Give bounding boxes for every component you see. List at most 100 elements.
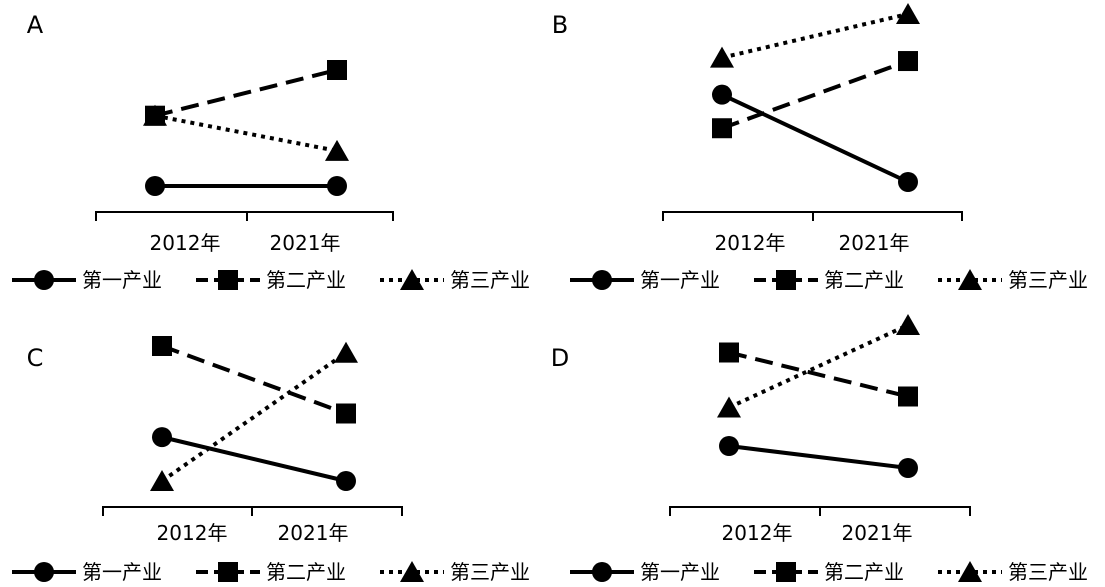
legend-item: 第一产业 bbox=[12, 268, 162, 292]
legend-item: 第三产业 bbox=[938, 268, 1088, 292]
x-tick-label: 2021年 bbox=[842, 521, 913, 545]
data-point-square bbox=[152, 336, 172, 356]
series-line bbox=[721, 92, 909, 184]
data-point-triangle bbox=[710, 46, 734, 68]
legend-label: 第三产业 bbox=[450, 268, 530, 292]
legend-label: 第一产业 bbox=[82, 268, 162, 292]
series-1 bbox=[145, 176, 347, 196]
legend-label: 第一产业 bbox=[82, 560, 162, 584]
legend-label: 第三产业 bbox=[1008, 268, 1088, 292]
series-line bbox=[721, 59, 909, 131]
data-point-square bbox=[898, 51, 918, 72]
series-1 bbox=[712, 84, 918, 192]
legend-marker-circle bbox=[34, 562, 54, 582]
data-point-square bbox=[712, 118, 732, 139]
data-point-circle bbox=[327, 176, 347, 196]
legend-item: 第三产业 bbox=[380, 268, 530, 292]
legend-item: 第二产业 bbox=[754, 268, 904, 292]
data-point-square bbox=[719, 342, 739, 363]
data-point-triangle bbox=[896, 314, 920, 335]
series-1 bbox=[719, 436, 918, 478]
data-point-square bbox=[327, 60, 347, 80]
x-tick-label: 2021年 bbox=[278, 521, 349, 545]
series-line bbox=[160, 351, 348, 483]
x-tick-label: 2021年 bbox=[839, 231, 910, 255]
data-point-circle bbox=[898, 172, 918, 192]
legend-label: 第三产业 bbox=[1008, 560, 1088, 584]
data-point-circle bbox=[145, 176, 165, 196]
series-line bbox=[154, 68, 338, 118]
x-tick-label: 2012年 bbox=[150, 231, 221, 255]
legend-marker-circle bbox=[34, 270, 54, 290]
series-line bbox=[728, 323, 909, 410]
legend-item: 第三产业 bbox=[938, 560, 1088, 584]
legend-marker-triangle bbox=[958, 561, 982, 582]
x-tick-label: 2012年 bbox=[715, 231, 786, 255]
legend-marker-circle bbox=[592, 562, 612, 582]
legend-item: 第二产业 bbox=[754, 560, 904, 584]
data-point-circle bbox=[336, 471, 356, 491]
data-point-triangle bbox=[143, 104, 167, 126]
legend-marker-square bbox=[776, 270, 796, 290]
legend-marker-triangle bbox=[400, 561, 424, 582]
series-line bbox=[728, 444, 909, 470]
legend-marker-circle bbox=[592, 270, 612, 290]
legend-label: 第二产业 bbox=[824, 560, 904, 584]
data-point-triangle bbox=[325, 139, 349, 161]
data-point-triangle bbox=[334, 341, 358, 363]
legend-label: 第二产业 bbox=[266, 268, 346, 292]
legend-item: 第二产业 bbox=[196, 268, 346, 292]
data-point-triangle bbox=[896, 3, 920, 24]
data-point-circle bbox=[712, 84, 732, 105]
series-3 bbox=[143, 104, 349, 161]
legend-item: 第一产业 bbox=[570, 268, 720, 292]
series-3 bbox=[717, 314, 920, 418]
data-point-circle bbox=[898, 458, 918, 478]
panel-letter: C bbox=[27, 344, 44, 372]
legend-marker-square bbox=[218, 562, 238, 582]
legend-item: 第一产业 bbox=[12, 560, 162, 584]
legend-marker-square bbox=[218, 270, 238, 290]
series-line bbox=[161, 344, 347, 416]
series-2 bbox=[152, 336, 356, 424]
series-2 bbox=[719, 342, 918, 407]
legend: 第一产业 第二产业 第三产业 bbox=[12, 560, 530, 584]
series-line bbox=[154, 113, 338, 153]
series-3 bbox=[150, 341, 358, 491]
data-point-triangle bbox=[717, 396, 741, 418]
series-1 bbox=[152, 427, 356, 491]
legend-label: 第二产业 bbox=[266, 560, 346, 584]
legend: 第一产业 第二产业 第三产业 bbox=[570, 268, 1088, 292]
legend-label: 第一产业 bbox=[640, 560, 720, 584]
legend-label: 第一产业 bbox=[640, 268, 720, 292]
series-line bbox=[161, 435, 347, 483]
legend-label: 第二产业 bbox=[824, 268, 904, 292]
data-point-circle bbox=[152, 427, 172, 448]
legend-item: 第二产业 bbox=[196, 560, 346, 584]
legend-marker-triangle bbox=[958, 269, 982, 290]
series-2 bbox=[712, 51, 918, 139]
panel-letter: D bbox=[551, 344, 569, 372]
x-tick-label: 2021年 bbox=[270, 231, 341, 255]
x-tick-label: 2012年 bbox=[722, 521, 793, 545]
legend-label: 第三产业 bbox=[450, 560, 530, 584]
legend-item: 第三产业 bbox=[380, 560, 530, 584]
series-line bbox=[728, 350, 909, 399]
data-point-circle bbox=[719, 436, 739, 456]
series-2 bbox=[145, 60, 347, 126]
data-point-square bbox=[898, 386, 918, 407]
legend: 第一产业 第二产业 第三产业 bbox=[570, 560, 1088, 584]
legend-marker-triangle bbox=[400, 269, 424, 290]
data-point-triangle bbox=[150, 470, 174, 491]
panel-letter: A bbox=[27, 11, 44, 39]
series-3 bbox=[710, 3, 920, 68]
legend-marker-square bbox=[776, 562, 796, 582]
x-tick-label: 2012年 bbox=[157, 521, 228, 545]
series-line bbox=[721, 12, 909, 60]
legend: 第一产业 第二产业 第三产业 bbox=[12, 268, 530, 292]
